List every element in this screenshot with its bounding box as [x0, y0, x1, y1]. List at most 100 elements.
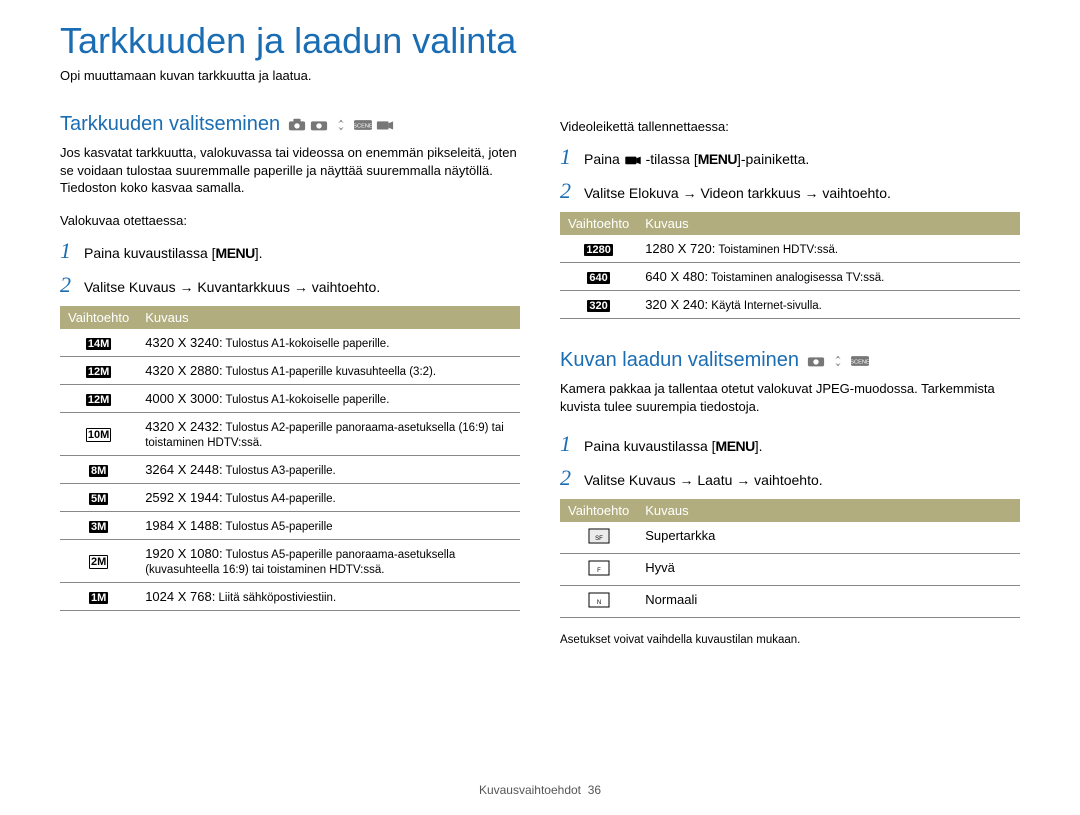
quality-table: Vaihtoehto Kuvaus SFSupertarkkaFHyväNNor…	[560, 499, 1020, 618]
photo-step-2: 2 Valitse Kuvaus → Kuvantarkkuus → vaiht…	[60, 272, 520, 298]
resolution-icon: 8M	[89, 465, 108, 477]
photo-label: Valokuvaa otettaessa:	[60, 213, 520, 228]
mode-icons-resolution: SCENE	[288, 118, 394, 132]
photo-resolution-table: Vaihtoehto Kuvaus 14M 4320 X 3240: Tulost…	[60, 306, 520, 611]
resolution-description: 4320 X 3240: Tulostus A1-kokoiselle pape…	[137, 329, 520, 357]
step1-suffix: ].	[255, 245, 263, 261]
footer-page-number: 36	[588, 783, 601, 797]
video-res-icon: 320	[587, 300, 609, 312]
step-text: Paina -tilassa [MENU]-painiketta.	[584, 151, 809, 167]
step-text: Valitse Elokuva → Videon tarkkuus → vaih…	[584, 185, 891, 201]
page-title: Tarkkuuden ja laadun valinta	[60, 20, 1020, 62]
svg-text:N: N	[596, 600, 600, 606]
resolution-description: 4320 X 2880: Tulostus A1-paperille kuvas…	[137, 356, 520, 384]
resolution-description: 1920 X 1080: Tulostus A5-paperille panor…	[137, 539, 520, 582]
video-step-2: 2 Valitse Elokuva → Videon tarkkuus → va…	[560, 178, 1020, 204]
step1-prefix: Paina	[584, 151, 624, 167]
step-number: 1	[560, 144, 574, 170]
video-res-icon-cell: 320	[560, 291, 637, 319]
video-icon	[376, 118, 394, 132]
resolution-description: 1024 X 768: Liitä sähköpostiviestiin.	[137, 582, 520, 610]
step-number: 1	[560, 431, 574, 457]
qstep1-suffix: ].	[755, 438, 763, 454]
camera-auto-icon	[288, 118, 306, 132]
step-text: Valitse Kuvaus → Laatu → vaihtoehto.	[584, 472, 823, 488]
resolution-description: 3264 X 2448: Tulostus A3-paperille.	[137, 455, 520, 483]
table-header-option: Vaihtoehto	[560, 499, 637, 522]
menu-keyword: MENU	[216, 245, 255, 261]
resolution-icon-cell: 12M	[60, 384, 137, 412]
section-title-resolution: Tarkkuuden valitseminen SCENE	[60, 113, 520, 136]
footer-section: Kuvausvaihtoehdot	[479, 783, 581, 797]
table-row: 3M 1984 X 1488: Tulostus A5-paperille	[60, 511, 520, 539]
section-title-text: Kuvan laadun valitseminen	[560, 349, 799, 372]
step-text: Paina kuvaustilassa [MENU].	[584, 438, 763, 454]
table-row: 12M4320 X 2880: Tulostus A1-paperille ku…	[60, 356, 520, 384]
video-res-icon-cell: 640	[560, 263, 637, 291]
mode-icons-quality: SCENE	[807, 354, 869, 368]
video-res-description: 320 X 240: Käytä Internet-sivulla.	[637, 291, 1020, 319]
video-res-icon: 1280	[584, 244, 612, 256]
quality-label: Supertarkka	[637, 522, 1020, 554]
table-row: N Normaali	[560, 586, 1020, 618]
resolution-icon-cell: 14M	[60, 329, 137, 357]
resolution-icon: 3M	[89, 521, 108, 533]
table-row: 10M4320 X 2432: Tulostus A2-paperille pa…	[60, 412, 520, 455]
camera-program-icon	[807, 354, 825, 368]
quality-step-2: 2 Valitse Kuvaus → Laatu → vaihtoehto.	[560, 465, 1020, 491]
video-label: Videoleikettä tallennettaessa:	[560, 119, 1020, 134]
table-row: 12M4000 X 3000: Tulostus A1-kokoiselle p…	[60, 384, 520, 412]
table-row: 320 320 X 240: Käytä Internet-sivulla.	[560, 291, 1020, 319]
video-res-icon-cell: 1280	[560, 235, 637, 263]
menu-keyword: MENU	[698, 151, 737, 167]
quality-label: Normaali	[637, 586, 1020, 618]
step-text: Paina kuvaustilassa [MENU].	[84, 245, 263, 261]
section-title-quality: Kuvan laadun valitseminen SCENE	[560, 349, 1020, 372]
resolution-icon-cell: 12M	[60, 356, 137, 384]
video-resolution-table: Vaihtoehto Kuvaus 12801280 X 720: Toista…	[560, 212, 1020, 319]
step-text: Valitse Kuvaus → Kuvantarkkuus → vaihtoe…	[84, 279, 380, 295]
table-header-option: Vaihtoehto	[60, 306, 137, 329]
resolution-icon-cell: 5M	[60, 483, 137, 511]
resolution-icon: 5M	[89, 493, 108, 505]
quality-label: Hyvä	[637, 554, 1020, 586]
step-number: 2	[560, 465, 574, 491]
table-row: 2M 1920 X 1080: Tulostus A5-paperille pan…	[60, 539, 520, 582]
table-row: 8M 3264 X 2448: Tulostus A3-paperille.	[60, 455, 520, 483]
resolution-icon: 2M	[89, 555, 108, 569]
resolution-description: 2592 X 1944: Tulostus A4-paperille.	[137, 483, 520, 511]
page-footer: Kuvausvaihtoehdot 36	[0, 783, 1080, 797]
svg-text:SCENE: SCENE	[851, 359, 869, 365]
quality-icon-cell: N	[560, 586, 637, 618]
resolution-icon: 10M	[86, 428, 111, 442]
resolution-description: 1984 X 1488: Tulostus A5-paperille	[137, 511, 520, 539]
step-number: 2	[60, 272, 74, 298]
video-res-description: 640 X 480: Toistaminen analogisessa TV:s…	[637, 263, 1020, 291]
quality-intro-paragraph: Kamera pakkaa ja tallentaa otetut valoku…	[560, 380, 1020, 415]
table-header-description: Kuvaus	[637, 212, 1020, 235]
step1-mid: -tilassa [	[646, 151, 698, 167]
resolution-icon-cell: 1M	[60, 582, 137, 610]
step-number: 2	[560, 178, 574, 204]
table-row: 1M 1024 X 768: Liitä sähköpostiviestiin.	[60, 582, 520, 610]
resolution-icon: 1M	[89, 592, 108, 604]
dual-is-icon	[829, 354, 847, 368]
video-mode-icon	[624, 154, 642, 166]
menu-keyword: MENU	[716, 438, 755, 454]
step1-prefix: Paina kuvaustilassa [	[84, 245, 216, 261]
resolution-icon: 14M	[86, 338, 111, 350]
left-column: Tarkkuuden valitseminen SCENE Jos kasvat…	[60, 113, 520, 646]
qstep1-prefix: Paina kuvaustilassa [	[584, 438, 716, 454]
scene-icon: SCENE	[851, 354, 869, 368]
table-header-option: Vaihtoehto	[560, 212, 637, 235]
resolution-icon-cell: 10M	[60, 412, 137, 455]
table-header-description: Kuvaus	[137, 306, 520, 329]
step-number: 1	[60, 238, 74, 264]
table-row: 14M 4320 X 3240: Tulostus A1-kokoiselle p…	[60, 329, 520, 357]
resolution-icon-cell: 3M	[60, 511, 137, 539]
scene-icon: SCENE	[354, 118, 372, 132]
table-row: 5M 2592 X 1944: Tulostus A4-paperille.	[60, 483, 520, 511]
resolution-icon-cell: 2M	[60, 539, 137, 582]
step1-suffix: ]-painiketta.	[737, 151, 809, 167]
photo-step-1: 1 Paina kuvaustilassa [MENU].	[60, 238, 520, 264]
